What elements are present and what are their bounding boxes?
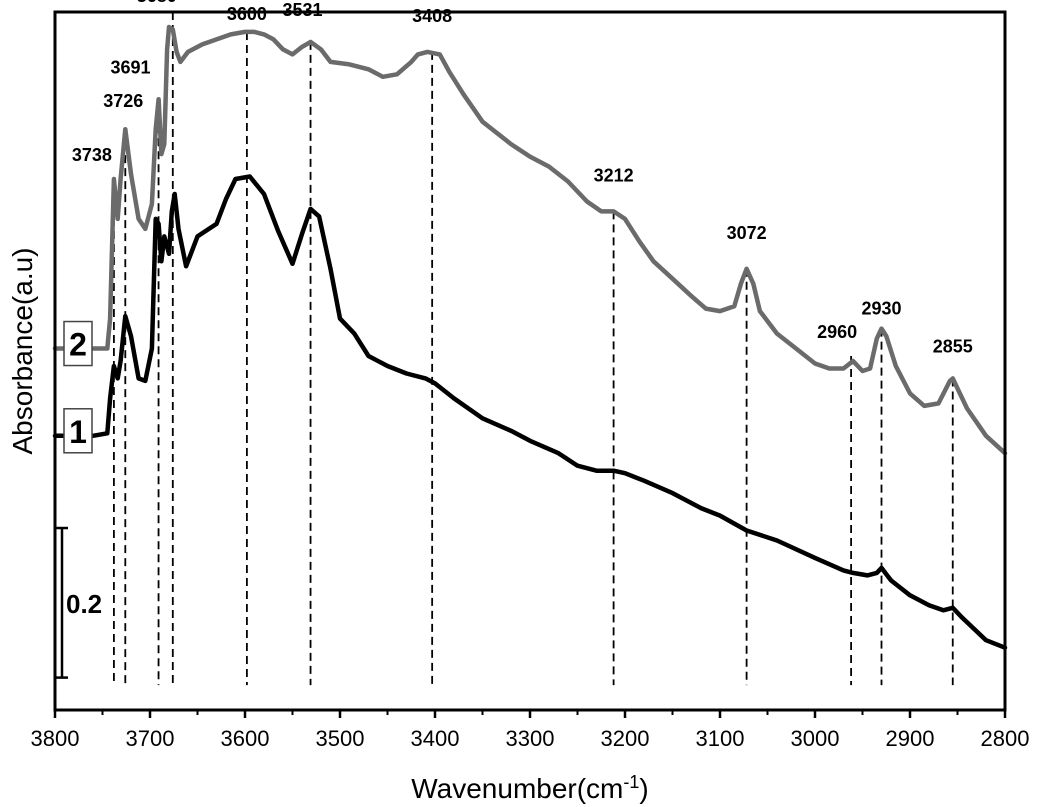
x-axis-title-superscript: -1 xyxy=(623,772,639,792)
series-tag-box-2 xyxy=(63,320,93,367)
peak-label-3212: 3212 xyxy=(594,165,634,185)
peak-label-2855: 2855 xyxy=(933,336,973,356)
peak-label-3600: 3600 xyxy=(227,4,267,24)
series-lines xyxy=(52,24,1008,650)
scale-bar-label: 0.2 xyxy=(66,589,102,619)
peak-label-3738: 3738 xyxy=(72,145,112,165)
peak-label-3072: 3072 xyxy=(727,223,767,243)
series-tags: 21 xyxy=(63,320,93,454)
scale-bar: 0.2 xyxy=(56,526,102,679)
series-tag-2: 2 xyxy=(63,320,93,367)
x-tick-label-3800: 3800 xyxy=(31,726,80,751)
x-tick-label-3200: 3200 xyxy=(601,726,650,751)
plot-frame xyxy=(53,10,1007,712)
peak-label-3691: 3691 xyxy=(111,57,151,77)
peak-label-2930: 2930 xyxy=(861,299,901,319)
peak-label-3726: 3726 xyxy=(103,91,143,111)
x-tick-label-3700: 3700 xyxy=(126,726,175,751)
peak-label-3408: 3408 xyxy=(412,6,452,26)
peak-label-3680: 3680 xyxy=(137,0,177,6)
series-tag-label-2: 2 xyxy=(69,327,87,363)
x-tick-label-3600: 3600 xyxy=(221,726,270,751)
peak-marker-lines xyxy=(113,12,954,686)
x-tick-label-3400: 3400 xyxy=(411,726,460,751)
series-tag-label-1: 1 xyxy=(69,414,87,450)
peak-label-3531: 3531 xyxy=(283,0,323,20)
x-axis-title-text: Wavenumber(cm xyxy=(411,773,623,804)
x-tick-label-3500: 3500 xyxy=(316,726,365,751)
x-tick-label-3300: 3300 xyxy=(506,726,555,751)
series-tag-1: 1 xyxy=(63,408,93,454)
y-axis-title: Absorbance(a.u) xyxy=(7,247,38,454)
x-tick-label-2800: 2800 xyxy=(981,726,1030,751)
peak-label-2960: 2960 xyxy=(817,322,857,342)
x-tick-label-3000: 3000 xyxy=(791,726,840,751)
x-axis-title-close: ) xyxy=(639,773,648,804)
peak-labels: 3738 3726 3691 3680 3600 3531 3408 3212 3072 2960… xyxy=(72,0,973,356)
x-tick-label-3100: 3100 xyxy=(696,726,745,751)
x-axis-title: Wavenumber(cm-1) xyxy=(411,772,648,804)
x-axis-ticks: 3800 3700 3600 3500 3400 3300 3200 3100 3000 2900… xyxy=(31,710,1030,751)
series-tag-box-1 xyxy=(63,408,93,454)
series-line-1 xyxy=(52,174,1008,650)
series-line-2 xyxy=(52,24,1008,456)
x-tick-label-2900: 2900 xyxy=(886,726,935,751)
